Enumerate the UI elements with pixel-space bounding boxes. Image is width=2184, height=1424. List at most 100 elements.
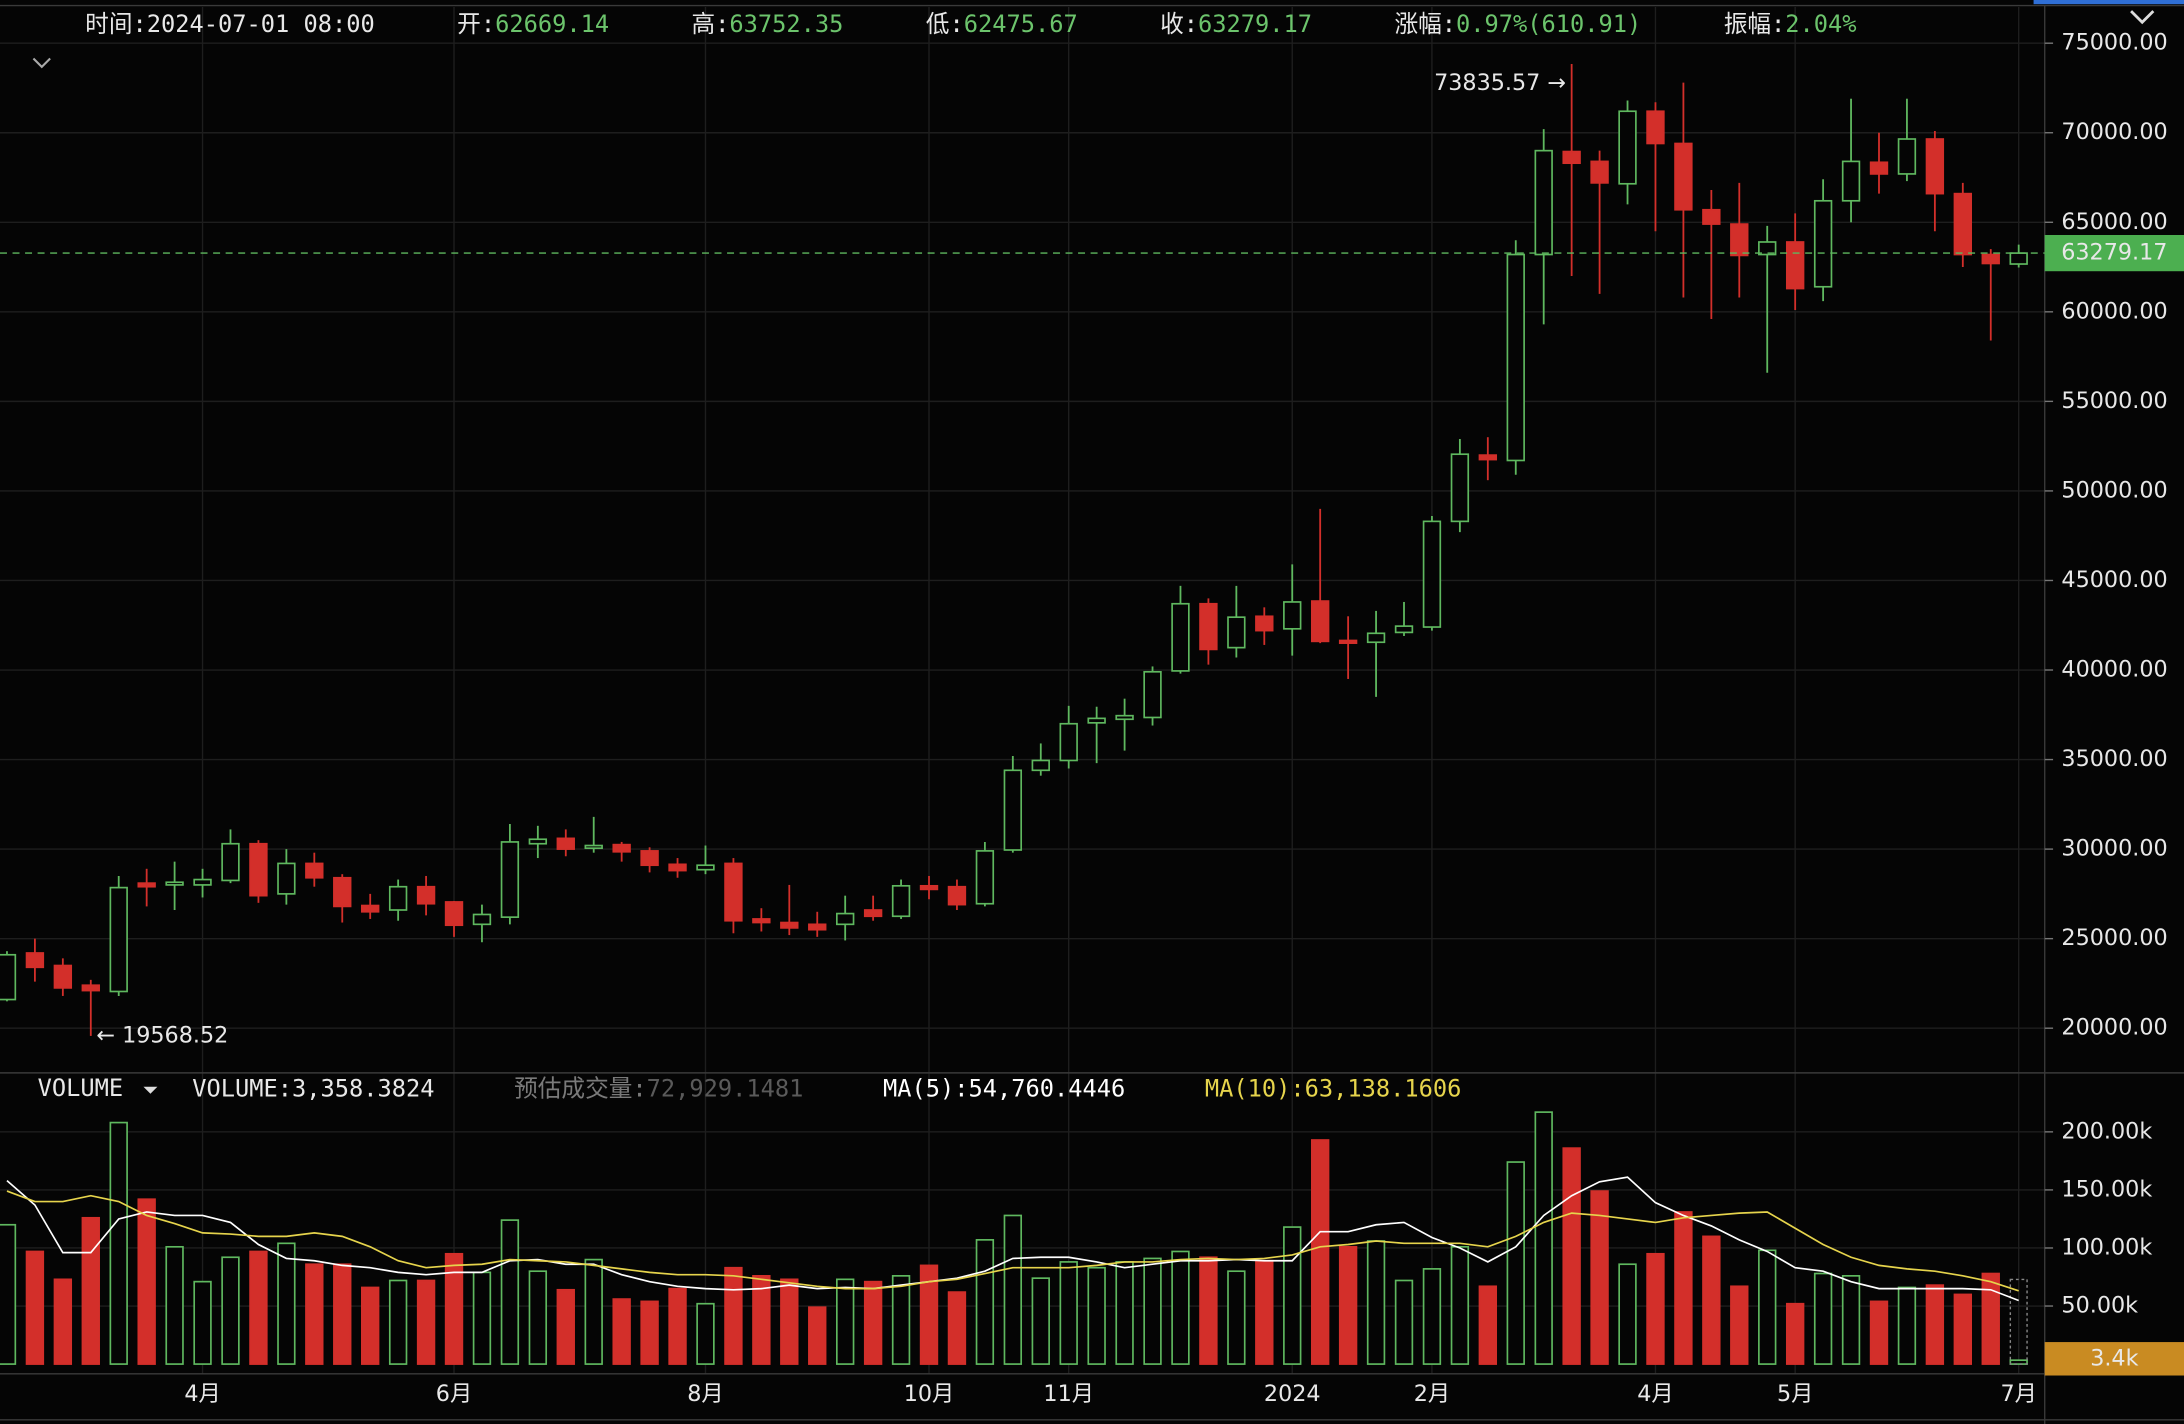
menu-icon[interactable] [2130,10,2155,25]
volume-bar [1758,1249,1777,1365]
legend-label: 预估成交量: [514,1074,647,1102]
legend-value: 72,929.1481 [647,1074,804,1102]
y-tick-label: 55000.00 [2061,388,2167,414]
candle-body [668,863,687,872]
volume-bar [1618,1263,1637,1365]
volume-bar [53,1278,73,1365]
candle-body [193,878,212,886]
volume-bar [500,1219,520,1365]
volume-tag-label: 3.4k [2090,1345,2138,1371]
header-value: 62669.14 [495,10,609,38]
candle-body [1227,616,1246,649]
candle-body [221,842,240,882]
volume-bar [1031,1277,1050,1365]
volume-bar [1171,1250,1190,1365]
volume-bar [1478,1285,1498,1365]
legend-value: 63,138.1606 [1305,1074,1462,1102]
volume-bar [1785,1302,1805,1365]
x-tick-label: 8月 [687,1381,723,1407]
candle-body [109,886,128,993]
volume-bar [919,1264,939,1365]
header-label: 收: [1160,10,1198,38]
volume-bar [1283,1226,1302,1365]
candle-body [388,885,408,911]
x-tick-label: 4月 [1637,1381,1673,1407]
candle-body [1366,632,1386,644]
volume-bar [1506,1161,1525,1365]
candle-body [137,882,156,888]
volume-bar [1841,1275,1861,1365]
candle-body [444,901,464,927]
header-label: 涨幅: [1394,10,1456,38]
candle-body [696,864,715,871]
candle-body [1310,600,1330,643]
y-tick-label: 100.00k [2061,1234,2152,1260]
volume-bar [1730,1285,1749,1365]
y-tick-label: 45000.00 [2061,567,2167,593]
y-tick-label: 200.00k [2061,1118,2152,1144]
x-tick-label: 2024 [1264,1381,1321,1407]
candle-body [0,953,17,1001]
candle-body [1478,454,1498,461]
header-label: 时间: [85,10,147,38]
ma-line [6,1176,2019,1302]
header-value: 2.04% [1785,10,1856,38]
candle-body [1953,192,1973,256]
volume-bar [808,1306,827,1365]
volume-bar [1199,1256,1218,1365]
x-tick-label: 7月 [2000,1381,2036,1407]
header-label: 高: [691,10,729,38]
y-tick-label: 60000.00 [2061,298,2167,324]
candle-body [1506,253,1525,462]
candle-body [361,904,380,913]
volume-tag [2044,1342,2184,1376]
volume-bar [835,1278,855,1365]
candle-body [1590,160,1609,184]
x-tick-label: 4月 [184,1381,220,1407]
candle-body [808,923,827,931]
volume-bar [1897,1286,1917,1365]
candle-body [1646,110,1665,145]
candle-body [556,837,575,850]
y-tick-label: 150.00k [2061,1176,2152,1202]
ohlc-header: 时间:2024-07-01 08:00 开:62669.14 高:63752.3… [14,10,1899,38]
volume-bar [388,1279,408,1365]
volume-bar [472,1271,492,1365]
volume-bar [1394,1279,1414,1365]
candle-body [1171,602,1190,672]
indicator-dropdown[interactable] [143,1086,158,1094]
candle-body [1115,714,1134,721]
volume-bar [640,1300,659,1365]
y-tick-label: 65000.00 [2061,209,2167,235]
volume-legend: VOLUME:3,358.3824 预估成交量:72,929.1481 MA(5… [192,1074,1461,1102]
legend-value: 3,358.3824 [292,1074,435,1102]
candle-body [863,909,883,918]
volume-bar [25,1250,45,1365]
candle-body [752,918,771,924]
candle-body [53,964,73,989]
candle-body [584,844,603,850]
volume-bar [863,1280,883,1365]
header-label: 振幅: [1724,10,1786,38]
candle-body [472,913,492,926]
candle-body [947,885,967,906]
volume-bar [361,1286,380,1365]
high-annotation: 73835.57 → [1434,70,1566,96]
candle-body [1450,453,1470,523]
volume-bar [305,1263,324,1365]
tab-indicator [2033,0,2184,5]
y-tick-label: 75000.00 [2061,30,2167,56]
volume-bar [109,1121,128,1365]
volume-bar [1115,1261,1134,1365]
volume-bar [1227,1270,1246,1365]
volume-bar [696,1302,715,1365]
candle-body [500,841,520,918]
candle-body [528,838,548,845]
volume-bar [1646,1252,1665,1365]
collapse-toggle[interactable] [32,57,51,69]
volume-indicator-title[interactable]: VOLUME [38,1074,124,1102]
candle-body [1338,639,1358,644]
volume-bar [1702,1235,1721,1365]
volume-bar [1953,1293,1973,1365]
